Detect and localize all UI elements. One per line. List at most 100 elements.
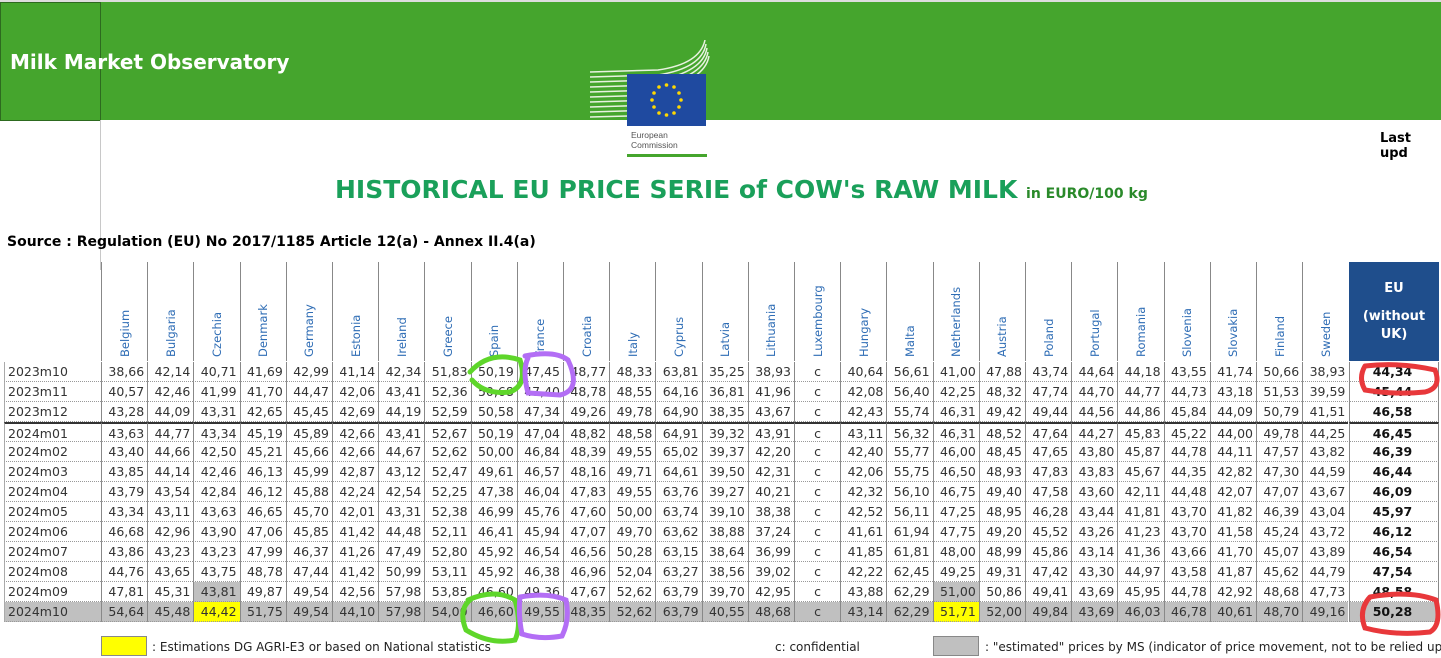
price-cell-czechia[interactable]: 43,34 [193,422,240,442]
row-period-cell[interactable]: 2023m12 [4,402,101,422]
row-period-cell[interactable]: 2024m01 [4,422,101,442]
price-cell-portugal[interactable]: 44,27 [1071,422,1118,442]
price-cell-lithuania[interactable]: 41,96 [747,382,794,402]
price-cell-latvia[interactable]: 39,70 [701,582,748,602]
price-cell-portugal[interactable]: 44,64 [1071,362,1118,382]
price-cell-estonia[interactable]: 42,56 [332,582,379,602]
price-cell-germany[interactable]: 44,47 [285,382,332,402]
price-cell-sweden[interactable]: 49,16 [1302,602,1349,622]
price-cell-spain[interactable]: 50,68 [470,382,517,402]
price-cell-finland[interactable]: 45,24 [1256,522,1303,542]
price-cell-poland[interactable]: 45,86 [1025,542,1072,562]
price-cell-spain[interactable]: 50,00 [470,442,517,462]
price-cell-hungary[interactable]: 41,61 [840,522,887,542]
price-cell-cyprus[interactable]: 63,81 [655,362,702,382]
price-cell-romania[interactable]: 44,77 [1117,382,1164,402]
price-cell-sweden[interactable]: 43,67 [1302,482,1349,502]
price-cell-france[interactable]: 46,38 [516,562,563,582]
price-cell-finland[interactable]: 48,70 [1256,602,1303,622]
price-cell-finland[interactable]: 45,07 [1256,542,1303,562]
price-cell-luxembourg[interactable]: c [794,382,841,402]
price-cell-germany[interactable]: 49,54 [285,582,332,602]
price-cell-sweden[interactable]: 44,79 [1302,562,1349,582]
price-cell-croatia[interactable]: 48,39 [563,442,610,462]
price-cell-greece[interactable]: 52,80 [424,542,471,562]
price-cell-estonia[interactable]: 41,14 [332,362,379,382]
price-cell-luxembourg[interactable]: c [794,582,841,602]
price-cell-denmark[interactable]: 49,87 [239,582,286,602]
price-cell-belgium[interactable]: 47,81 [101,582,148,602]
price-cell-slovenia[interactable]: 44,78 [1163,582,1210,602]
price-cell-lithuania[interactable]: 48,68 [747,602,794,622]
price-cell-romania[interactable]: 45,83 [1117,422,1164,442]
price-cell-austria[interactable]: 49,20 [978,522,1025,542]
price-cell-malta[interactable]: 56,40 [886,382,933,402]
price-cell-netherlands[interactable]: 42,25 [932,382,979,402]
price-cell-malta[interactable]: 56,32 [886,422,933,442]
price-cell-france[interactable]: 49,55 [516,602,563,622]
price-cell-portugal[interactable]: 43,60 [1071,482,1118,502]
row-period-cell[interactable]: 2023m10 [4,362,101,382]
price-cell-belgium[interactable]: 54,64 [101,602,148,622]
price-cell-estonia[interactable]: 42,01 [332,502,379,522]
price-cell-estonia[interactable]: 44,10 [332,602,379,622]
price-cell-ireland[interactable]: 57,98 [378,602,425,622]
price-cell-austria[interactable]: 49,31 [978,562,1025,582]
row-period-cell[interactable]: 2024m05 [4,502,101,522]
price-cell-italy[interactable]: 52,62 [609,602,656,622]
price-cell-romania[interactable]: 44,18 [1117,362,1164,382]
price-cell-romania[interactable]: 44,86 [1117,402,1164,422]
price-cell-ireland[interactable]: 43,31 [378,502,425,522]
eu-average-cell[interactable]: 47,54 [1349,562,1439,582]
price-cell-czechia[interactable]: 40,71 [193,362,240,382]
price-cell-bulgaria[interactable]: 44,14 [147,462,194,482]
price-cell-germany[interactable]: 49,54 [285,602,332,622]
price-cell-sweden[interactable]: 47,73 [1302,582,1349,602]
price-cell-portugal[interactable]: 43,83 [1071,462,1118,482]
price-cell-poland[interactable]: 47,58 [1025,482,1072,502]
price-cell-belgium[interactable]: 43,28 [101,402,148,422]
price-cell-cyprus[interactable]: 64,90 [655,402,702,422]
price-cell-ireland[interactable]: 47,49 [378,542,425,562]
price-cell-greece[interactable]: 52,67 [424,422,471,442]
price-cell-latvia[interactable]: 38,35 [701,402,748,422]
price-cell-spain[interactable]: 45,92 [470,562,517,582]
price-cell-lithuania[interactable]: 43,91 [747,422,794,442]
price-cell-czechia[interactable]: 44,42 [193,602,240,622]
price-cell-bulgaria[interactable]: 43,65 [147,562,194,582]
price-cell-hungary[interactable]: 42,06 [840,462,887,482]
price-cell-france[interactable]: 45,94 [516,522,563,542]
price-cell-slovenia[interactable]: 46,78 [1163,602,1210,622]
price-cell-cyprus[interactable]: 63,15 [655,542,702,562]
price-cell-bulgaria[interactable]: 44,77 [147,422,194,442]
price-cell-czechia[interactable]: 43,81 [193,582,240,602]
price-cell-finland[interactable]: 45,62 [1256,562,1303,582]
price-cell-denmark[interactable]: 45,21 [239,442,286,462]
price-cell-slovenia[interactable]: 43,55 [1163,362,1210,382]
price-cell-austria[interactable]: 48,45 [978,442,1025,462]
price-cell-greece[interactable]: 51,83 [424,362,471,382]
price-cell-latvia[interactable]: 39,37 [701,442,748,462]
price-cell-slovakia[interactable]: 42,07 [1209,482,1256,502]
price-cell-portugal[interactable]: 44,56 [1071,402,1118,422]
price-cell-austria[interactable]: 48,52 [978,422,1025,442]
price-cell-luxembourg[interactable]: c [794,602,841,622]
price-cell-denmark[interactable]: 48,78 [239,562,286,582]
price-cell-croatia[interactable]: 47,83 [563,482,610,502]
price-cell-netherlands[interactable]: 49,25 [932,562,979,582]
price-cell-estonia[interactable]: 42,06 [332,382,379,402]
price-cell-bulgaria[interactable]: 44,09 [147,402,194,422]
price-cell-ireland[interactable]: 43,41 [378,422,425,442]
price-cell-poland[interactable]: 46,28 [1025,502,1072,522]
price-cell-finland[interactable]: 51,53 [1256,382,1303,402]
price-cell-hungary[interactable]: 43,11 [840,422,887,442]
price-cell-france[interactable]: 46,54 [516,542,563,562]
price-cell-lithuania[interactable]: 38,93 [747,362,794,382]
price-cell-luxembourg[interactable]: c [794,422,841,442]
price-cell-spain[interactable]: 50,19 [470,362,517,382]
price-cell-lithuania[interactable]: 37,24 [747,522,794,542]
price-cell-finland[interactable]: 47,30 [1256,462,1303,482]
price-cell-belgium[interactable]: 44,76 [101,562,148,582]
price-cell-sweden[interactable]: 43,04 [1302,502,1349,522]
price-cell-slovenia[interactable]: 44,78 [1163,442,1210,462]
